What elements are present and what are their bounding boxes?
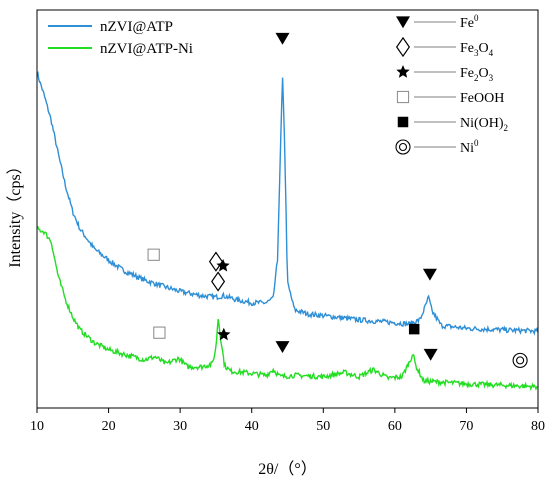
x-tick-label: 40 [245, 419, 259, 434]
fe0-marker [423, 348, 438, 361]
ni0-marker-inner [398, 142, 408, 152]
x-axis-label: 2θ/（°） [258, 460, 317, 478]
y-axis-label: Intensity（cps） [6, 158, 24, 267]
feooh-marker [153, 326, 166, 339]
legend-series-label: nZVI@ATP-Ni [100, 41, 193, 57]
phase-legend-label: Ni0 [460, 138, 479, 156]
series-line-1 [36, 70, 539, 336]
plot-frame [36, 9, 539, 409]
nioh2-marker [408, 323, 420, 335]
ni0-marker-inner [516, 356, 525, 365]
series-line-2 [36, 225, 538, 392]
x-tick-label: 10 [30, 419, 44, 434]
feooh-marker [147, 248, 160, 261]
x-tick-label: 30 [173, 419, 187, 434]
fe0-marker [275, 32, 290, 45]
series-legend: nZVI@ATP nZVI@ATP-Ni [48, 19, 193, 57]
ni0-marker [512, 352, 528, 368]
x-tick-label: 70 [459, 419, 473, 434]
phase-legend-label: Ni(OH)2 [460, 116, 508, 133]
fe3o4-marker [208, 251, 223, 272]
phase-legend-label: FeOOH [460, 91, 504, 106]
fe2o3-marker [216, 258, 230, 272]
x-tick-label: 60 [388, 419, 402, 434]
feooh-marker [396, 90, 410, 104]
fe3o4-marker [395, 36, 411, 58]
fe2o3-marker [217, 327, 231, 341]
fe0-marker [396, 16, 410, 29]
fe3o4-marker [211, 271, 226, 292]
legend-series-label: nZVI@ATP [100, 19, 173, 35]
phase-legend-label: Fe2O3 [460, 66, 494, 83]
x-tick-label: 80 [531, 419, 545, 434]
phase-legend-label: Fe0 [460, 13, 479, 31]
x-tick-label: 50 [316, 419, 330, 434]
fe0-marker [275, 341, 290, 353]
nioh2-marker [397, 116, 409, 128]
x-tick-label: 20 [102, 419, 116, 434]
ni0-marker [395, 139, 411, 155]
fe0-marker [422, 268, 437, 281]
phase-legend: Fe0 Fe3O4 Fe2O3 FeOOH Ni(OH)2 Ni0 [395, 13, 508, 156]
fe2o3-marker [396, 65, 410, 78]
phase-legend-label: Fe3O4 [460, 41, 494, 58]
